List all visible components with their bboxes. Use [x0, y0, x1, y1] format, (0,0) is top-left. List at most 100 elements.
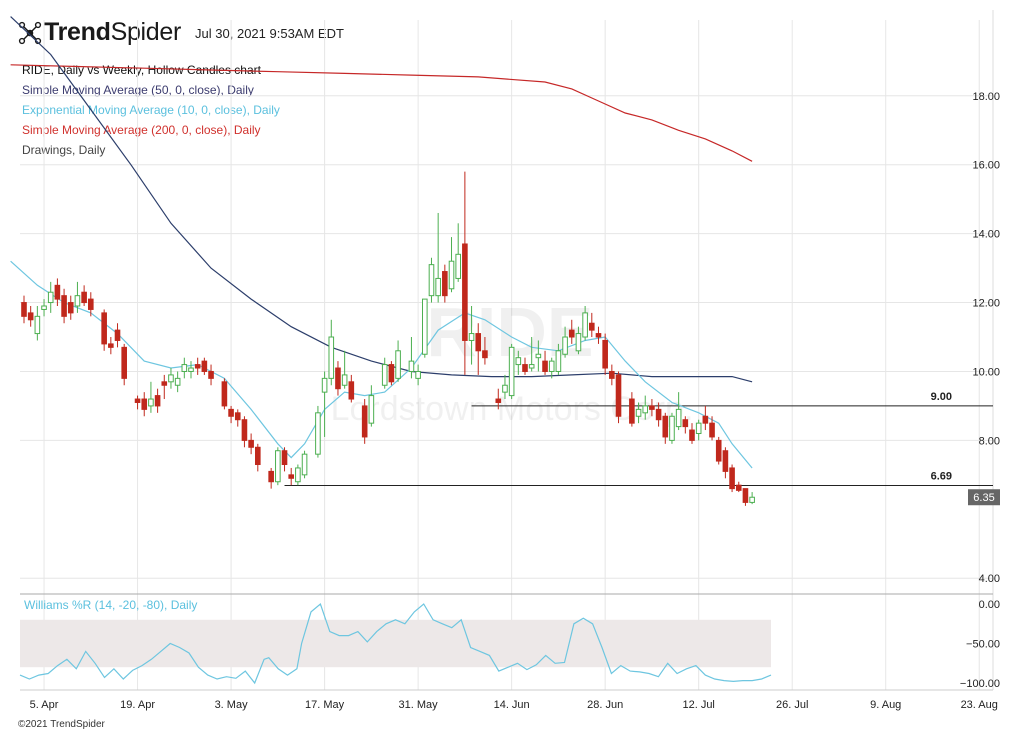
sma50-line[interactable]: [10, 16, 753, 383]
candle-body[interactable]: [88, 298, 94, 310]
candle-body[interactable]: [508, 346, 515, 397]
candle-body[interactable]: [575, 333, 582, 352]
candle-body[interactable]: [368, 395, 375, 424]
candle-body[interactable]: [341, 374, 348, 386]
candle-body[interactable]: [27, 312, 34, 321]
candle-body[interactable]: [61, 295, 67, 317]
candle-body[interactable]: [642, 405, 649, 414]
candle-body[interactable]: [141, 398, 148, 410]
candle-body[interactable]: [562, 336, 568, 355]
candle-body[interactable]: [67, 302, 74, 314]
candle-body[interactable]: [321, 377, 328, 393]
candle-body[interactable]: [548, 360, 555, 372]
candle-body[interactable]: [81, 291, 87, 304]
candle-body[interactable]: [515, 357, 522, 366]
candle-body[interactable]: [47, 291, 54, 304]
legend-item[interactable]: Exponential Moving Average (10, 0, close…: [22, 103, 280, 117]
candle-body[interactable]: [268, 470, 274, 483]
candle-body[interactable]: [415, 370, 421, 379]
candle-body[interactable]: [635, 408, 642, 417]
candle-body[interactable]: [589, 322, 595, 331]
candle-body[interactable]: [295, 467, 301, 483]
candle-body[interactable]: [669, 415, 675, 441]
candle-body[interactable]: [462, 243, 468, 341]
williams-line[interactable]: [19, 602, 772, 685]
candle-body[interactable]: [281, 450, 288, 466]
ema10-line[interactable]: [10, 260, 753, 469]
candle-body[interactable]: [41, 305, 47, 310]
candle-body[interactable]: [234, 412, 241, 421]
candle-body[interactable]: [629, 398, 635, 424]
candle-body[interactable]: [735, 484, 742, 491]
candle-body[interactable]: [275, 450, 281, 483]
candle-body[interactable]: [662, 415, 669, 438]
sma200-line[interactable]: [10, 64, 753, 162]
candle-body[interactable]: [522, 364, 528, 372]
legend-item[interactable]: Simple Moving Average (200, 0, close), D…: [22, 123, 261, 137]
candle-body[interactable]: [101, 312, 107, 345]
candle-body[interactable]: [535, 353, 542, 359]
candle-body[interactable]: [74, 295, 81, 307]
candle-body[interactable]: [161, 381, 168, 386]
candle-body[interactable]: [221, 381, 228, 407]
candle-body[interactable]: [582, 312, 588, 338]
candle-body[interactable]: [542, 360, 548, 372]
candle-body[interactable]: [602, 339, 608, 369]
candle-body[interactable]: [348, 381, 355, 400]
candle-body[interactable]: [288, 474, 294, 479]
candle-body[interactable]: [695, 422, 702, 434]
candle-body[interactable]: [742, 488, 749, 503]
candle-body[interactable]: [181, 364, 188, 372]
candle-body[interactable]: [435, 277, 441, 297]
candle-body[interactable]: [395, 350, 401, 379]
candle-body[interactable]: [148, 398, 154, 407]
candle-body[interactable]: [468, 333, 475, 341]
candle-body[interactable]: [335, 367, 341, 390]
candle-body[interactable]: [315, 412, 321, 455]
candle-body[interactable]: [188, 367, 194, 372]
candle-body[interactable]: [134, 398, 141, 403]
candle-body[interactable]: [729, 467, 735, 490]
candle-body[interactable]: [495, 398, 502, 403]
candle-body[interactable]: [649, 405, 655, 410]
candle-body[interactable]: [709, 422, 715, 438]
candle-body[interactable]: [682, 419, 689, 428]
candle-body[interactable]: [228, 408, 234, 417]
candle-body[interactable]: [381, 364, 388, 386]
candle-body[interactable]: [121, 346, 128, 379]
candle-body[interactable]: [555, 350, 562, 372]
candle-body[interactable]: [568, 329, 575, 338]
candle-body[interactable]: [655, 408, 662, 421]
candle-body[interactable]: [168, 374, 174, 383]
candle-body[interactable]: [722, 450, 729, 472]
candle-body[interactable]: [615, 374, 622, 417]
candle-body[interactable]: [715, 439, 722, 462]
candle-body[interactable]: [21, 302, 27, 317]
legend-item[interactable]: Drawings, Daily: [22, 143, 106, 157]
candle-body[interactable]: [408, 360, 415, 372]
candle-body[interactable]: [108, 343, 114, 348]
candle-body[interactable]: [475, 333, 482, 352]
candle-body[interactable]: [749, 496, 755, 503]
candle-body[interactable]: [702, 415, 709, 424]
candle-body[interactable]: [34, 315, 41, 335]
candle-body[interactable]: [54, 284, 61, 300]
candle-body[interactable]: [154, 395, 161, 407]
candle-body[interactable]: [248, 439, 254, 448]
candle-body[interactable]: [448, 260, 455, 290]
candle-body[interactable]: [194, 364, 201, 369]
candle-body[interactable]: [689, 429, 695, 441]
candle-body[interactable]: [528, 364, 535, 369]
candle-body[interactable]: [241, 419, 248, 441]
candle-body[interactable]: [255, 446, 261, 466]
candle-body[interactable]: [595, 333, 602, 338]
candle-body[interactable]: [388, 364, 395, 383]
candle-body[interactable]: [455, 253, 461, 279]
candle-body[interactable]: [201, 360, 208, 372]
candle-body[interactable]: [114, 329, 121, 341]
candle-body[interactable]: [675, 408, 682, 428]
candle-body[interactable]: [361, 405, 368, 438]
candle-body[interactable]: [174, 377, 181, 386]
candle-body[interactable]: [482, 350, 488, 359]
